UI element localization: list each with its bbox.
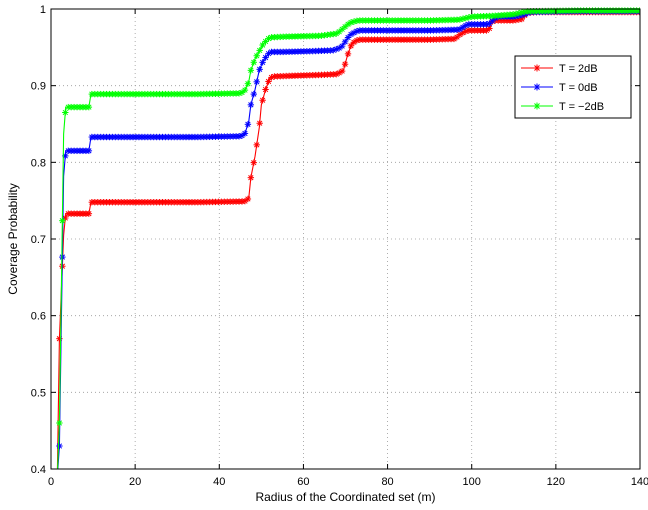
data-point bbox=[62, 109, 69, 116]
data-point bbox=[256, 120, 263, 127]
data-point bbox=[247, 174, 255, 181]
series-group bbox=[56, 7, 640, 469]
data-point bbox=[268, 74, 275, 81]
data-point bbox=[262, 86, 269, 93]
data-point bbox=[253, 78, 260, 86]
data-point bbox=[244, 195, 252, 203]
data-point bbox=[85, 103, 93, 111]
data-point bbox=[253, 141, 260, 149]
data-point bbox=[259, 59, 266, 66]
x-tick-label: 120 bbox=[547, 476, 565, 488]
y-axis-label: Coverage Probability bbox=[6, 183, 20, 294]
data-point bbox=[247, 67, 255, 74]
data-point bbox=[241, 130, 249, 137]
legend-marker bbox=[533, 102, 541, 110]
data-point bbox=[515, 9, 523, 17]
x-tick-label: 100 bbox=[463, 476, 481, 488]
data-point bbox=[265, 78, 272, 85]
data-point bbox=[59, 217, 66, 224]
legend-item: T = −2dB bbox=[521, 101, 604, 113]
x-tick-label: 20 bbox=[129, 476, 141, 488]
data-point bbox=[456, 31, 464, 38]
data-point bbox=[250, 59, 257, 66]
data-point bbox=[486, 25, 493, 32]
data-point bbox=[247, 101, 255, 109]
data-point bbox=[56, 419, 63, 427]
y-tick-label: 0.6 bbox=[31, 311, 46, 323]
axis-ticks bbox=[50, 8, 641, 470]
tick-labels: 0 20 40 60 80 100 120 140 0.4 0.5 0.6 0.7 0.8 0.9 1 bbox=[31, 4, 648, 488]
data-point bbox=[241, 86, 249, 94]
data-point bbox=[85, 210, 93, 217]
x-tick-label: 40 bbox=[213, 476, 225, 488]
y-tick-label: 0.5 bbox=[31, 387, 46, 399]
data-point bbox=[244, 121, 252, 128]
legend-marker bbox=[533, 64, 541, 72]
data-point bbox=[341, 61, 349, 68]
y-tick-label: 1 bbox=[40, 4, 46, 16]
x-tick-label: 60 bbox=[297, 476, 309, 488]
data-point bbox=[85, 147, 93, 155]
x-tick-label: 0 bbox=[48, 476, 54, 488]
x-tick-label: 140 bbox=[631, 476, 648, 488]
legend-marker bbox=[533, 83, 541, 91]
data-point bbox=[262, 54, 269, 61]
legend-item: T = 0dB bbox=[521, 82, 598, 94]
legend: T = 2dB T = 0dB T = −2dB bbox=[514, 55, 632, 119]
data-point bbox=[338, 42, 346, 50]
data-point bbox=[244, 80, 252, 87]
legend-label: T = 0dB bbox=[559, 82, 598, 94]
data-point bbox=[344, 34, 352, 41]
data-point bbox=[347, 31, 355, 38]
data-point bbox=[56, 442, 63, 450]
data-point bbox=[462, 14, 470, 22]
legend-label: T = −2dB bbox=[559, 101, 604, 113]
data-point bbox=[259, 97, 266, 104]
x-axis-label: Radius of the Coordinated set (m) bbox=[255, 490, 435, 504]
legend-label: T = 2dB bbox=[559, 63, 598, 75]
data-point bbox=[256, 47, 263, 54]
data-point bbox=[256, 66, 263, 73]
series-1 bbox=[56, 8, 640, 469]
y-tick-label: 0.9 bbox=[31, 81, 46, 93]
data-point bbox=[253, 52, 260, 59]
x-tick-label: 80 bbox=[381, 476, 393, 488]
y-tick-label: 0.8 bbox=[31, 157, 46, 169]
y-tick-label: 0.7 bbox=[31, 234, 46, 246]
data-point bbox=[250, 90, 257, 98]
legend-item: T = 2dB bbox=[521, 63, 598, 75]
data-point bbox=[250, 159, 257, 166]
y-tick-label: 0.4 bbox=[31, 464, 46, 476]
data-point bbox=[344, 50, 352, 58]
data-point bbox=[338, 67, 346, 75]
data-point bbox=[341, 38, 349, 46]
